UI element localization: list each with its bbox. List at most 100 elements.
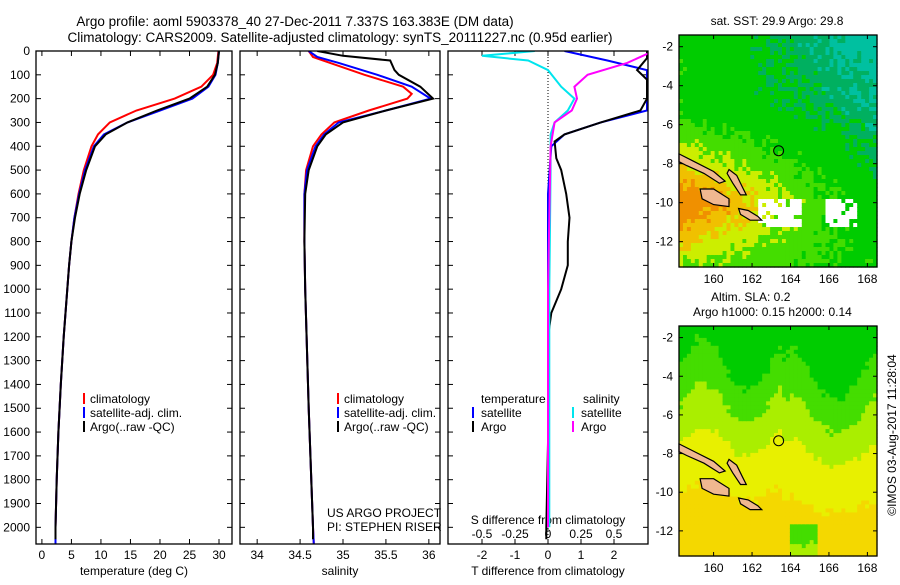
map-cell xyxy=(746,259,751,264)
map-cell xyxy=(833,87,838,92)
map-cell xyxy=(707,504,712,509)
map-cell xyxy=(766,151,771,156)
map-cell xyxy=(837,251,842,256)
map-cell xyxy=(806,131,811,136)
map-cell xyxy=(727,540,732,545)
map-cell xyxy=(746,183,751,188)
map-cell xyxy=(746,159,751,164)
map-cell xyxy=(707,374,712,379)
map-cell xyxy=(679,171,684,176)
map-cell xyxy=(833,203,838,208)
map-cell xyxy=(806,175,811,180)
map-cell xyxy=(766,477,771,482)
y-tick-label: 0 xyxy=(23,44,30,58)
map-cell xyxy=(699,99,704,104)
map-cell xyxy=(814,91,819,96)
map-cell xyxy=(826,199,831,204)
map-cell xyxy=(806,99,811,104)
map-cell xyxy=(814,107,819,112)
map-cell xyxy=(758,111,763,116)
map-cell xyxy=(758,211,763,216)
map-cell xyxy=(687,43,692,48)
map-cell xyxy=(794,227,799,232)
map-cell xyxy=(727,187,732,192)
map-cell xyxy=(826,219,831,224)
map-cell xyxy=(687,227,692,232)
map-cell xyxy=(738,223,743,228)
map-cell xyxy=(778,393,783,398)
map-cell xyxy=(794,83,799,88)
map-cell xyxy=(818,139,823,144)
map-cell xyxy=(786,508,791,513)
map-cell xyxy=(778,243,783,248)
map-cell xyxy=(715,159,720,164)
map-cell xyxy=(794,71,799,76)
map-cell xyxy=(826,255,831,260)
map-cell xyxy=(833,75,838,80)
map-cell xyxy=(758,405,763,410)
map-cell xyxy=(778,425,783,430)
map-cell xyxy=(845,219,850,224)
map-cell xyxy=(679,413,684,418)
map-cell xyxy=(679,139,684,144)
map-cell xyxy=(778,544,783,549)
map-cell xyxy=(715,151,720,156)
map-cell xyxy=(857,107,862,112)
map-cell xyxy=(786,401,791,406)
map-cell xyxy=(695,417,700,422)
map-cell xyxy=(719,207,724,212)
map-cell xyxy=(679,473,684,478)
map-cell xyxy=(734,358,739,363)
map-cell xyxy=(794,508,799,513)
x-tick-label: -1 xyxy=(510,548,521,562)
map-cell xyxy=(727,251,732,256)
map-cell xyxy=(798,489,803,494)
map-cell xyxy=(687,119,692,124)
map-cell xyxy=(794,211,799,216)
map-cell xyxy=(738,255,743,260)
map-cell xyxy=(818,143,823,148)
map-cell xyxy=(679,215,684,220)
x-tick-label: 34.5 xyxy=(288,548,312,562)
map-cell xyxy=(754,326,759,331)
map-cell xyxy=(715,47,720,52)
map-cell xyxy=(857,123,862,128)
map-cell xyxy=(727,79,732,84)
map-cell xyxy=(865,91,870,96)
map-cell xyxy=(695,374,700,379)
map-cell xyxy=(794,207,799,212)
map-cell xyxy=(719,425,724,430)
map-cell xyxy=(695,508,700,513)
map-cell xyxy=(857,119,862,124)
map-cell xyxy=(727,259,732,264)
map-cell xyxy=(679,123,684,128)
map-cell xyxy=(719,223,724,228)
map-cell xyxy=(758,235,763,240)
map-cell xyxy=(687,485,692,490)
map-cell xyxy=(786,251,791,256)
map-cell xyxy=(746,83,751,88)
map-cell xyxy=(695,131,700,136)
map-cell xyxy=(707,497,712,502)
map-cell xyxy=(786,477,791,482)
map-cell xyxy=(833,51,838,56)
map-cell xyxy=(734,123,739,128)
lat-tick-label: -10 xyxy=(656,196,674,210)
map-cell xyxy=(687,540,692,545)
map-cell xyxy=(687,334,692,339)
map-cell xyxy=(798,67,803,72)
map-cell xyxy=(786,147,791,152)
map-cell xyxy=(853,83,858,88)
map-cell xyxy=(679,167,684,172)
map-cell xyxy=(778,135,783,140)
map-cell xyxy=(786,59,791,64)
map-cell xyxy=(727,334,732,339)
map-cell xyxy=(778,235,783,240)
map-cell xyxy=(845,47,850,52)
map-cell xyxy=(814,115,819,120)
map-cell xyxy=(774,393,779,398)
map-cell xyxy=(719,51,724,56)
map-cell xyxy=(734,119,739,124)
map-cell xyxy=(758,461,763,466)
